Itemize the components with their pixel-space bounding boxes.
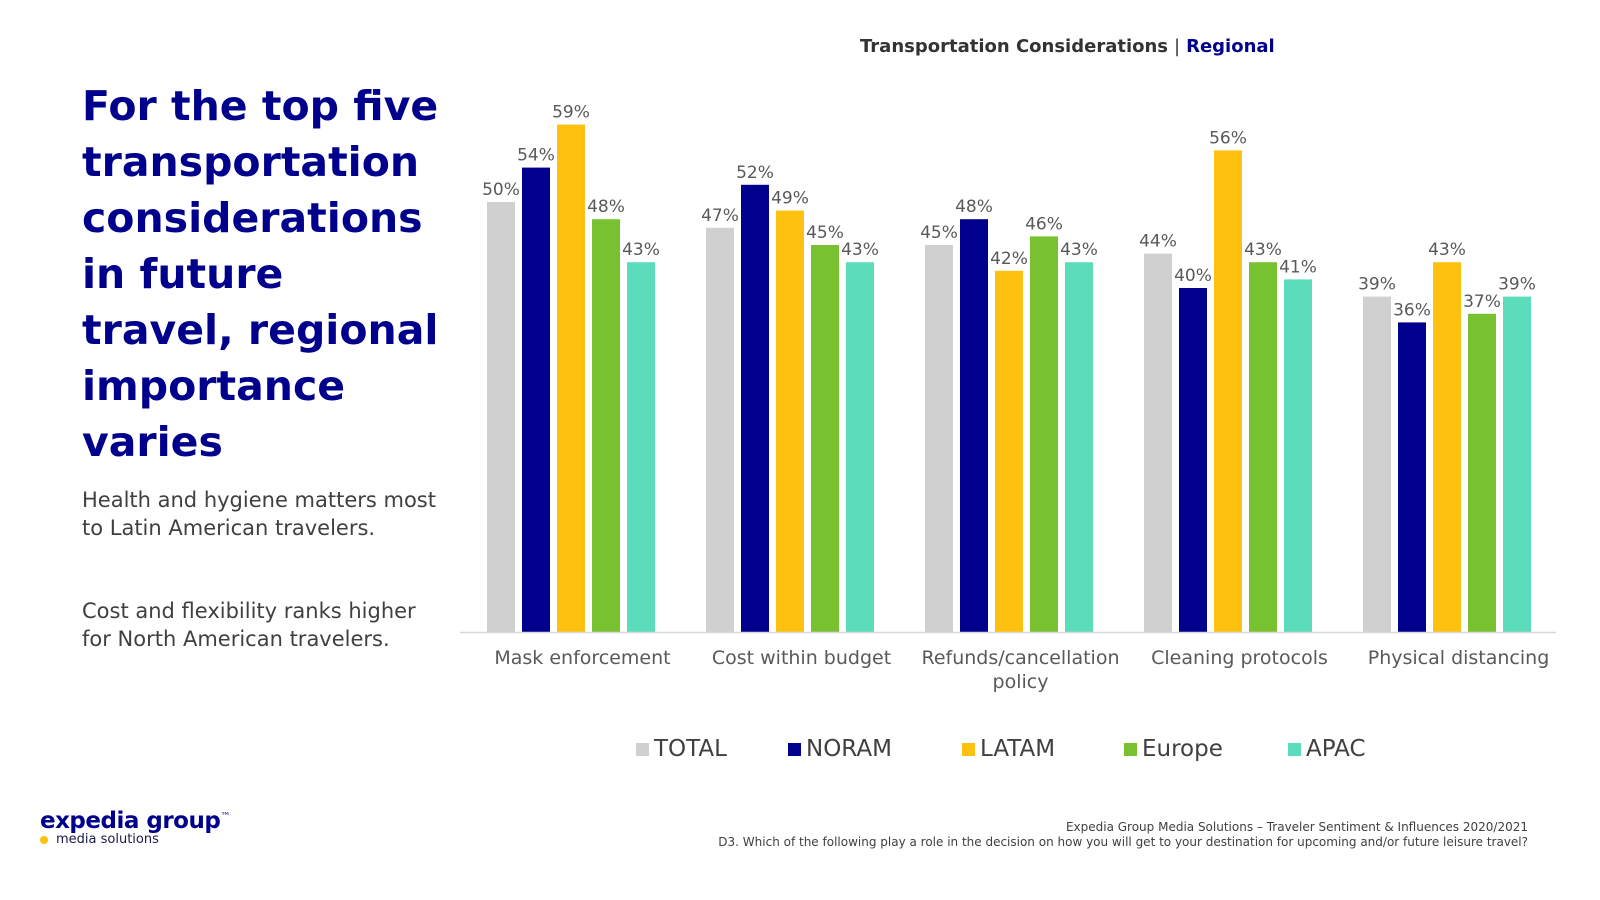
footnote-question: D3. Which of the following play a role i… bbox=[718, 835, 1528, 849]
bar-cost-within-budget-total bbox=[706, 227, 734, 633]
data-label-mask-enforcement-europe: 48% bbox=[587, 197, 625, 217]
data-label-cleaning-protocols-latam: 56% bbox=[1209, 128, 1247, 148]
data-label-refunds-cancellation-policy-total: 45% bbox=[920, 223, 958, 243]
bar-cleaning-protocols-latam bbox=[1214, 150, 1242, 632]
bar-mask-enforcement-europe bbox=[592, 219, 620, 632]
bar-refunds-cancellation-policy-total bbox=[925, 245, 953, 632]
data-label-cleaning-protocols-total: 44% bbox=[1139, 232, 1177, 252]
bar-cost-within-budget-europe bbox=[811, 245, 839, 632]
legend-swatch-latam bbox=[962, 742, 975, 756]
bar-refunds-cancellation-policy-noram bbox=[960, 219, 988, 632]
chart-title-main: Transportation Considerations bbox=[860, 36, 1169, 57]
data-label-mask-enforcement-latam: 59% bbox=[552, 103, 590, 123]
bar-physical-distancing-total bbox=[1363, 296, 1391, 632]
data-label-cleaning-protocols-apac: 41% bbox=[1279, 257, 1317, 277]
legend-swatch-noram bbox=[788, 742, 801, 756]
legend-label-noram: NORAM bbox=[806, 736, 892, 762]
body-text-cost: Cost and flexibility ranks higher for No… bbox=[82, 599, 416, 651]
data-label-cleaning-protocols-noram: 40% bbox=[1174, 266, 1212, 286]
bar-cost-within-budget-apac bbox=[846, 262, 874, 632]
data-label-cost-within-budget-apac: 43% bbox=[841, 240, 879, 260]
data-label-physical-distancing-noram: 36% bbox=[1393, 300, 1431, 320]
lightbulb-icon bbox=[40, 835, 48, 844]
data-label-physical-distancing-total: 39% bbox=[1358, 275, 1396, 295]
expedia-group-logo: expedia group™ media solutions bbox=[40, 808, 260, 847]
category-label-refunds-cancellation-policy-line2: policy bbox=[993, 671, 1049, 693]
body-text-health: Health and hygiene matters most to Latin… bbox=[82, 488, 436, 540]
logo-subtitle: media solutions bbox=[56, 832, 159, 847]
data-label-mask-enforcement-apac: 43% bbox=[622, 240, 660, 260]
bar-mask-enforcement-apac bbox=[627, 262, 655, 632]
bar-refunds-cancellation-policy-apac bbox=[1065, 262, 1093, 632]
category-label-refunds-cancellation-policy: Refunds/cancellation bbox=[921, 647, 1119, 669]
chart-title-accent: Regional bbox=[1186, 36, 1275, 57]
data-label-physical-distancing-apac: 39% bbox=[1498, 275, 1536, 295]
data-label-cost-within-budget-europe: 45% bbox=[806, 223, 844, 243]
bar-refunds-cancellation-policy-latam bbox=[995, 270, 1023, 632]
data-label-refunds-cancellation-policy-latam: 42% bbox=[990, 249, 1028, 269]
chart-title-separator: | bbox=[1174, 36, 1181, 57]
category-label-cleaning-protocols: Cleaning protocols bbox=[1151, 647, 1328, 669]
category-label-cost-within-budget: Cost within budget bbox=[712, 647, 891, 669]
bar-cleaning-protocols-total bbox=[1144, 253, 1172, 632]
footnote-source: Expedia Group Media Solutions – Traveler… bbox=[1065, 820, 1528, 834]
data-label-refunds-cancellation-policy-europe: 46% bbox=[1025, 214, 1063, 234]
bar-refunds-cancellation-policy-europe bbox=[1030, 236, 1058, 632]
logo-trademark: ™ bbox=[220, 811, 230, 823]
data-label-cost-within-budget-latam: 49% bbox=[771, 189, 809, 209]
legend-label-total: TOTAL bbox=[654, 736, 727, 762]
bar-cleaning-protocols-europe bbox=[1249, 262, 1277, 632]
data-label-refunds-cancellation-policy-apac: 43% bbox=[1060, 240, 1098, 260]
legend-item-noram: NORAM bbox=[788, 736, 892, 762]
data-label-mask-enforcement-noram: 54% bbox=[517, 146, 555, 166]
data-label-cost-within-budget-total: 47% bbox=[701, 206, 739, 226]
legend-item-total: TOTAL bbox=[636, 736, 727, 762]
data-label-cleaning-protocols-europe: 43% bbox=[1244, 240, 1282, 260]
data-label-refunds-cancellation-policy-noram: 48% bbox=[955, 197, 993, 217]
legend-swatch-apac bbox=[1288, 742, 1301, 756]
data-label-mask-enforcement-total: 50% bbox=[482, 180, 520, 200]
data-label-physical-distancing-latam: 43% bbox=[1428, 240, 1466, 260]
logo-wordmark: expedia group bbox=[40, 808, 221, 834]
legend-label-europe: Europe bbox=[1142, 736, 1223, 762]
headline: For the top five transportation consider… bbox=[82, 82, 439, 466]
bar-physical-distancing-noram bbox=[1398, 322, 1426, 632]
bar-physical-distancing-latam bbox=[1433, 262, 1461, 632]
bar-mask-enforcement-latam bbox=[557, 124, 585, 632]
legend-item-europe: Europe bbox=[1124, 736, 1223, 762]
legend-label-apac: APAC bbox=[1306, 736, 1366, 762]
bar-mask-enforcement-total bbox=[487, 202, 515, 632]
legend-swatch-europe bbox=[1124, 742, 1137, 756]
bar-mask-enforcement-noram bbox=[522, 167, 550, 632]
legend-item-latam: LATAM bbox=[962, 736, 1055, 762]
bar-cleaning-protocols-apac bbox=[1284, 279, 1312, 632]
chart-title: Transportation Considerations | Regional bbox=[860, 36, 1275, 57]
category-label-physical-distancing: Physical distancing bbox=[1368, 647, 1550, 669]
legend-label-latam: LATAM bbox=[980, 736, 1056, 762]
category-label-mask-enforcement: Mask enforcement bbox=[494, 647, 670, 669]
bar-physical-distancing-apac bbox=[1503, 296, 1531, 632]
bar-cost-within-budget-latam bbox=[776, 210, 804, 632]
bar-physical-distancing-europe bbox=[1468, 313, 1496, 632]
bar-chart: 50% 54% 59% 48% 43% Mask enforcement 47% 52% 49%… bbox=[460, 103, 1556, 693]
chart-legend: TOTAL NORAM LATAM Europe APAC bbox=[0, 736, 1600, 766]
legend-item-apac: APAC bbox=[1288, 736, 1366, 762]
bar-cost-within-budget-noram bbox=[741, 184, 769, 633]
bar-cleaning-protocols-noram bbox=[1179, 288, 1207, 632]
data-label-physical-distancing-europe: 37% bbox=[1463, 292, 1501, 312]
legend-swatch-total bbox=[636, 742, 649, 756]
data-label-cost-within-budget-noram: 52% bbox=[736, 163, 774, 183]
